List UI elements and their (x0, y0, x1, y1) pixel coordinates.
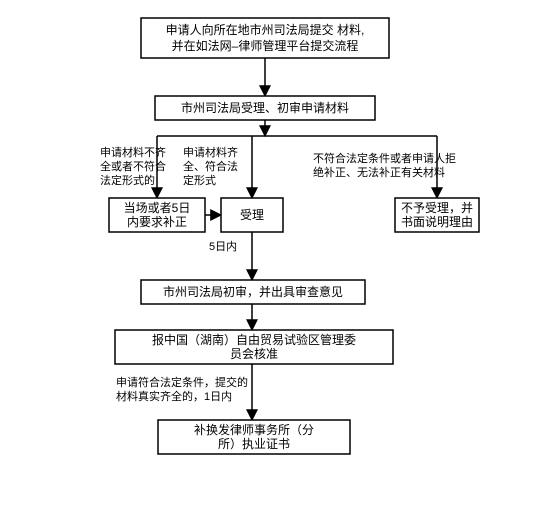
node-n1: 申请人向所在地市州司法局提交 材料, 并在如法网–律师管理平台提交流程 (141, 18, 389, 58)
svg-text:申请材料齐: 申请材料齐 (183, 145, 238, 159)
node-n4: 市州司法局初审，并出具审查意见 (141, 280, 365, 304)
svg-text:不符合法定条件或者申请人拒: 不符合法定条件或者申请人拒 (313, 151, 456, 165)
svg-text:内要求补正: 内要求补正 (127, 215, 187, 229)
svg-text:定形式: 定形式 (183, 173, 216, 187)
svg-text:补换发律师事务所（分: 补换发律师事务所（分 (194, 422, 314, 437)
svg-text:申请人向所在地市州司法局提交 材料,: 申请人向所在地市州司法局提交 材料, (166, 22, 365, 37)
svg-text:报中国（湖南）自由贸易试验区管理委: 报中国（湖南）自由贸易试验区管理委 (152, 332, 356, 347)
label-condition: 申请符合法定条件，提交的 材料真实齐全的，1日内 (116, 375, 248, 403)
svg-text:材料真实齐全的，1日内: 材料真实齐全的，1日内 (116, 389, 232, 403)
node-n3a: 当场或者5日 内要求补正 (109, 198, 205, 232)
svg-text:申请符合法定条件，提交的: 申请符合法定条件，提交的 (116, 375, 248, 389)
svg-text:当场或者5日: 当场或者5日 (124, 201, 191, 215)
svg-text:全、符合法: 全、符合法 (183, 159, 238, 173)
svg-text:市州司法局受理、初审申请材料: 市州司法局受理、初审申请材料 (181, 100, 349, 115)
node-n3c: 不予受理，并 书面说明理由 (395, 198, 479, 232)
svg-text:书面说明理由: 书面说明理由 (401, 214, 473, 229)
svg-text:受理: 受理 (240, 208, 264, 222)
svg-text:法定形式的: 法定形式的 (100, 173, 155, 187)
branch-label-right: 不符合法定条件或者申请人拒 绝补正、无法补正有关材料 (313, 151, 456, 179)
label-5days: 5日内 (209, 239, 237, 253)
svg-text:全或者不符合: 全或者不符合 (100, 159, 166, 173)
svg-text:员会核准: 员会核准 (230, 347, 278, 361)
node-n5: 报中国（湖南）自由贸易试验区管理委 员会核准 (115, 330, 393, 364)
svg-text:所）执业证书: 所）执业证书 (218, 437, 290, 451)
svg-text:不予受理，并: 不予受理，并 (401, 201, 473, 215)
svg-text:绝补正、无法补正有关材料: 绝补正、无法补正有关材料 (313, 165, 445, 179)
node-n6: 补换发律师事务所（分 所）执业证书 (158, 420, 350, 454)
svg-text:申请材料不齐: 申请材料不齐 (100, 145, 166, 159)
svg-text:并在如法网–律师管理平台提交流程: 并在如法网–律师管理平台提交流程 (172, 38, 359, 53)
branch-label-left: 申请材料不齐 全或者不符合 法定形式的 (100, 145, 166, 187)
svg-text:市州司法局初审，并出具审查意见: 市州司法局初审，并出具审查意见 (163, 284, 343, 299)
branch-label-mid: 申请材料齐 全、符合法 定形式 (183, 145, 238, 187)
node-n2: 市州司法局受理、初审申请材料 (155, 96, 375, 120)
node-n3b: 受理 (221, 198, 283, 232)
